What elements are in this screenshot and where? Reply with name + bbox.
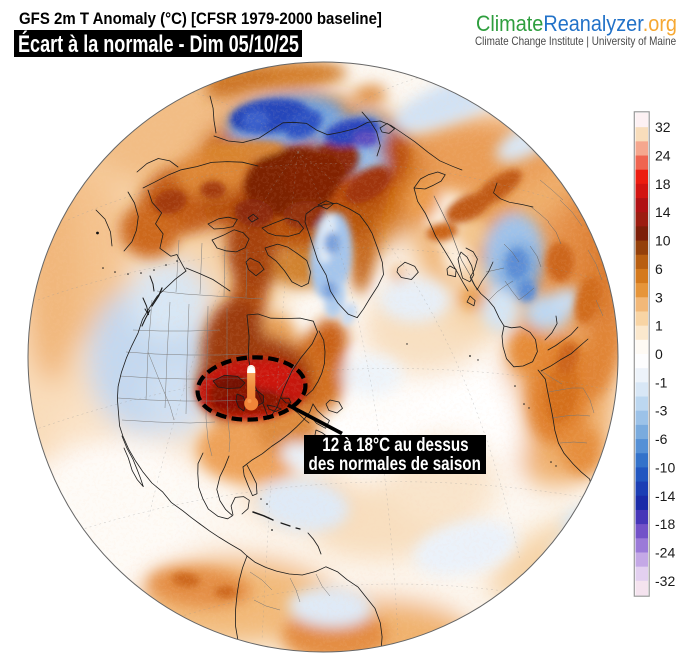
svg-text:-10: -10 [655, 459, 675, 475]
svg-text:10: 10 [655, 233, 671, 249]
svg-text:-18: -18 [655, 516, 675, 532]
svg-text:0: 0 [655, 346, 663, 362]
svg-text:1: 1 [655, 318, 663, 334]
svg-text:24: 24 [655, 148, 671, 164]
svg-text:6: 6 [655, 261, 663, 277]
svg-text:32: 32 [655, 119, 671, 135]
svg-text:-14: -14 [655, 488, 675, 504]
svg-text:-3: -3 [655, 403, 668, 419]
svg-text:-1: -1 [655, 374, 668, 390]
svg-text:-6: -6 [655, 431, 668, 447]
svg-text:-32: -32 [655, 573, 675, 589]
svg-text:14: 14 [655, 204, 671, 220]
svg-text:18: 18 [655, 176, 671, 192]
svg-text:3: 3 [655, 289, 663, 305]
svg-text:-24: -24 [655, 545, 675, 561]
